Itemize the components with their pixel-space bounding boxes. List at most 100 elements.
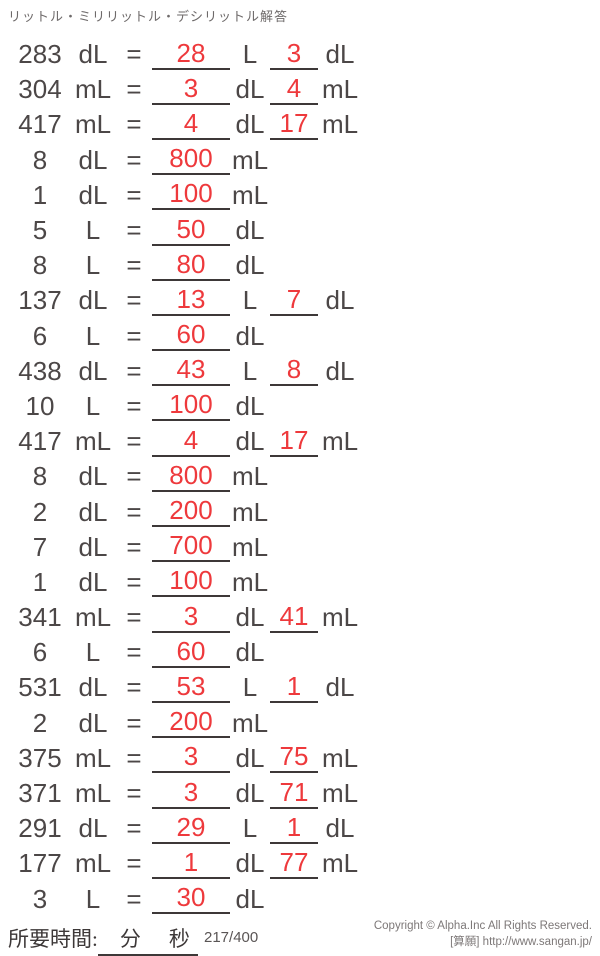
- problem-value: 8: [32, 144, 48, 175]
- conversion-row: 177 mL = 1 dL 77 mL: [0, 846, 600, 881]
- problem-value: 8: [32, 461, 48, 492]
- problem-value: 3: [32, 883, 48, 914]
- result-unit-secondary: mL: [321, 602, 359, 633]
- answer-blank-primary: 200: [152, 708, 230, 739]
- equals-sign: =: [126, 672, 142, 703]
- problem-value: 291: [18, 813, 62, 844]
- conversion-row: 137 dL = 13 L 7 dL: [0, 283, 600, 318]
- problem-unit: mL: [74, 602, 112, 633]
- conversion-row: 371 mL = 3 dL 71 mL: [0, 776, 600, 811]
- time-taken-label: 所要時間:: [8, 927, 98, 951]
- problem-unit: mL: [74, 74, 112, 105]
- problem-value: 6: [32, 320, 48, 351]
- equals-sign: =: [126, 848, 142, 879]
- equals-sign: =: [126, 285, 142, 316]
- problem-value: 1: [32, 179, 48, 210]
- answer-blank-primary: 30: [152, 884, 230, 915]
- conversion-row: 8 dL = 800 mL: [0, 143, 600, 178]
- answer-blank-primary: 3: [152, 743, 230, 774]
- conversion-row: 6 L = 60 dL: [0, 635, 600, 670]
- equals-sign: =: [126, 426, 142, 457]
- answer-blank-secondary: 17: [270, 110, 318, 140]
- result-unit-primary: dL: [235, 778, 265, 809]
- answer-blank-primary: 80: [152, 251, 230, 281]
- result-unit-secondary: mL: [321, 848, 359, 879]
- answer-blank-secondary: 71: [270, 779, 318, 809]
- result-unit-primary: dL: [235, 883, 265, 914]
- equals-sign: =: [126, 778, 142, 809]
- equals-sign: =: [126, 355, 142, 386]
- result-unit-primary: mL: [231, 144, 269, 175]
- problem-value: 6: [32, 637, 48, 668]
- problem-unit: L: [85, 250, 101, 281]
- problem-unit: dL: [78, 285, 108, 316]
- answer-blank-primary: 3: [152, 603, 230, 633]
- result-unit-primary: dL: [235, 742, 265, 773]
- result-unit-primary: mL: [231, 707, 269, 738]
- time-taken-field: 所要時間: 分秒: [8, 923, 198, 956]
- answer-blank-secondary: 77: [270, 849, 318, 879]
- problem-unit: dL: [78, 39, 108, 70]
- problem-unit: mL: [74, 109, 112, 140]
- conversion-row: 1 dL = 100 mL: [0, 565, 600, 600]
- answer-blank-primary: 800: [152, 145, 230, 176]
- conversion-row: 283 dL = 28 L 3 dL: [0, 37, 600, 72]
- answer-blank-primary: 700: [152, 532, 230, 563]
- problem-value: 531: [18, 672, 62, 703]
- problem-unit: dL: [78, 813, 108, 844]
- answer-blank-secondary: 41: [270, 603, 318, 633]
- result-unit-secondary: mL: [321, 426, 359, 457]
- problem-unit: L: [85, 883, 101, 914]
- conversion-row: 417 mL = 4 dL 17 mL: [0, 424, 600, 459]
- problem-unit: mL: [74, 778, 112, 809]
- answer-blank-primary: 29: [152, 814, 230, 844]
- problem-unit: mL: [74, 742, 112, 773]
- equals-sign: =: [126, 39, 142, 70]
- problem-unit: mL: [74, 848, 112, 879]
- result-unit-primary: mL: [231, 496, 269, 527]
- answer-blank-primary: 3: [152, 75, 230, 105]
- problem-value: 283: [18, 39, 62, 70]
- equals-sign: =: [126, 179, 142, 210]
- result-unit-primary: dL: [235, 74, 265, 105]
- equals-sign: =: [126, 496, 142, 527]
- result-unit-primary: dL: [235, 215, 265, 246]
- answer-blank-primary: 4: [152, 427, 230, 457]
- site-link: [算願] http://www.sangan.jp/: [450, 935, 592, 948]
- problem-value: 417: [18, 426, 62, 457]
- equals-sign: =: [126, 813, 142, 844]
- copyright-line: Copyright © Alpha.Inc All Rights Reserve…: [373, 920, 592, 932]
- answer-blank-primary: 60: [152, 638, 230, 668]
- answer-blank-primary: 4: [152, 110, 230, 140]
- problem-unit: dL: [78, 707, 108, 738]
- result-unit-primary: dL: [235, 320, 265, 351]
- problem-value: 341: [18, 602, 62, 633]
- answer-blank-secondary: 1: [270, 673, 318, 703]
- page-number: 217/400: [204, 929, 259, 946]
- conversion-row: 6 L = 60 dL: [0, 319, 600, 354]
- result-unit-primary: dL: [235, 426, 265, 457]
- result-unit-secondary: mL: [321, 778, 359, 809]
- conversion-row: 304 mL = 3 dL 4 mL: [0, 72, 600, 107]
- problem-value: 137: [18, 285, 62, 316]
- equals-sign: =: [126, 320, 142, 351]
- result-unit-primary: dL: [235, 250, 265, 281]
- equals-sign: =: [126, 531, 142, 562]
- answer-blank-primary: 200: [152, 497, 230, 528]
- problem-value: 375: [18, 742, 62, 773]
- answer-blank-primary: 50: [152, 216, 230, 246]
- copyright-block: Copyright © Alpha.Inc All Rights Reserve…: [374, 919, 592, 950]
- answer-blank-primary: 100: [152, 567, 230, 598]
- problem-unit: dL: [78, 179, 108, 210]
- answer-blank-primary: 100: [152, 391, 230, 422]
- result-unit-primary: L: [242, 39, 258, 70]
- problem-unit: dL: [78, 355, 108, 386]
- result-unit-secondary: dL: [325, 39, 355, 70]
- problem-unit: dL: [78, 672, 108, 703]
- problem-value: 438: [18, 355, 62, 386]
- worksheet-rows: 283 dL = 28 L 3 dL 304 mL = 3 dL 4 mL 417 mL = 4 dL 17 mL 8 dL…: [0, 37, 600, 917]
- conversion-row: 2 dL = 200 mL: [0, 494, 600, 529]
- equals-sign: =: [126, 637, 142, 668]
- conversion-row: 8 dL = 800 mL: [0, 459, 600, 494]
